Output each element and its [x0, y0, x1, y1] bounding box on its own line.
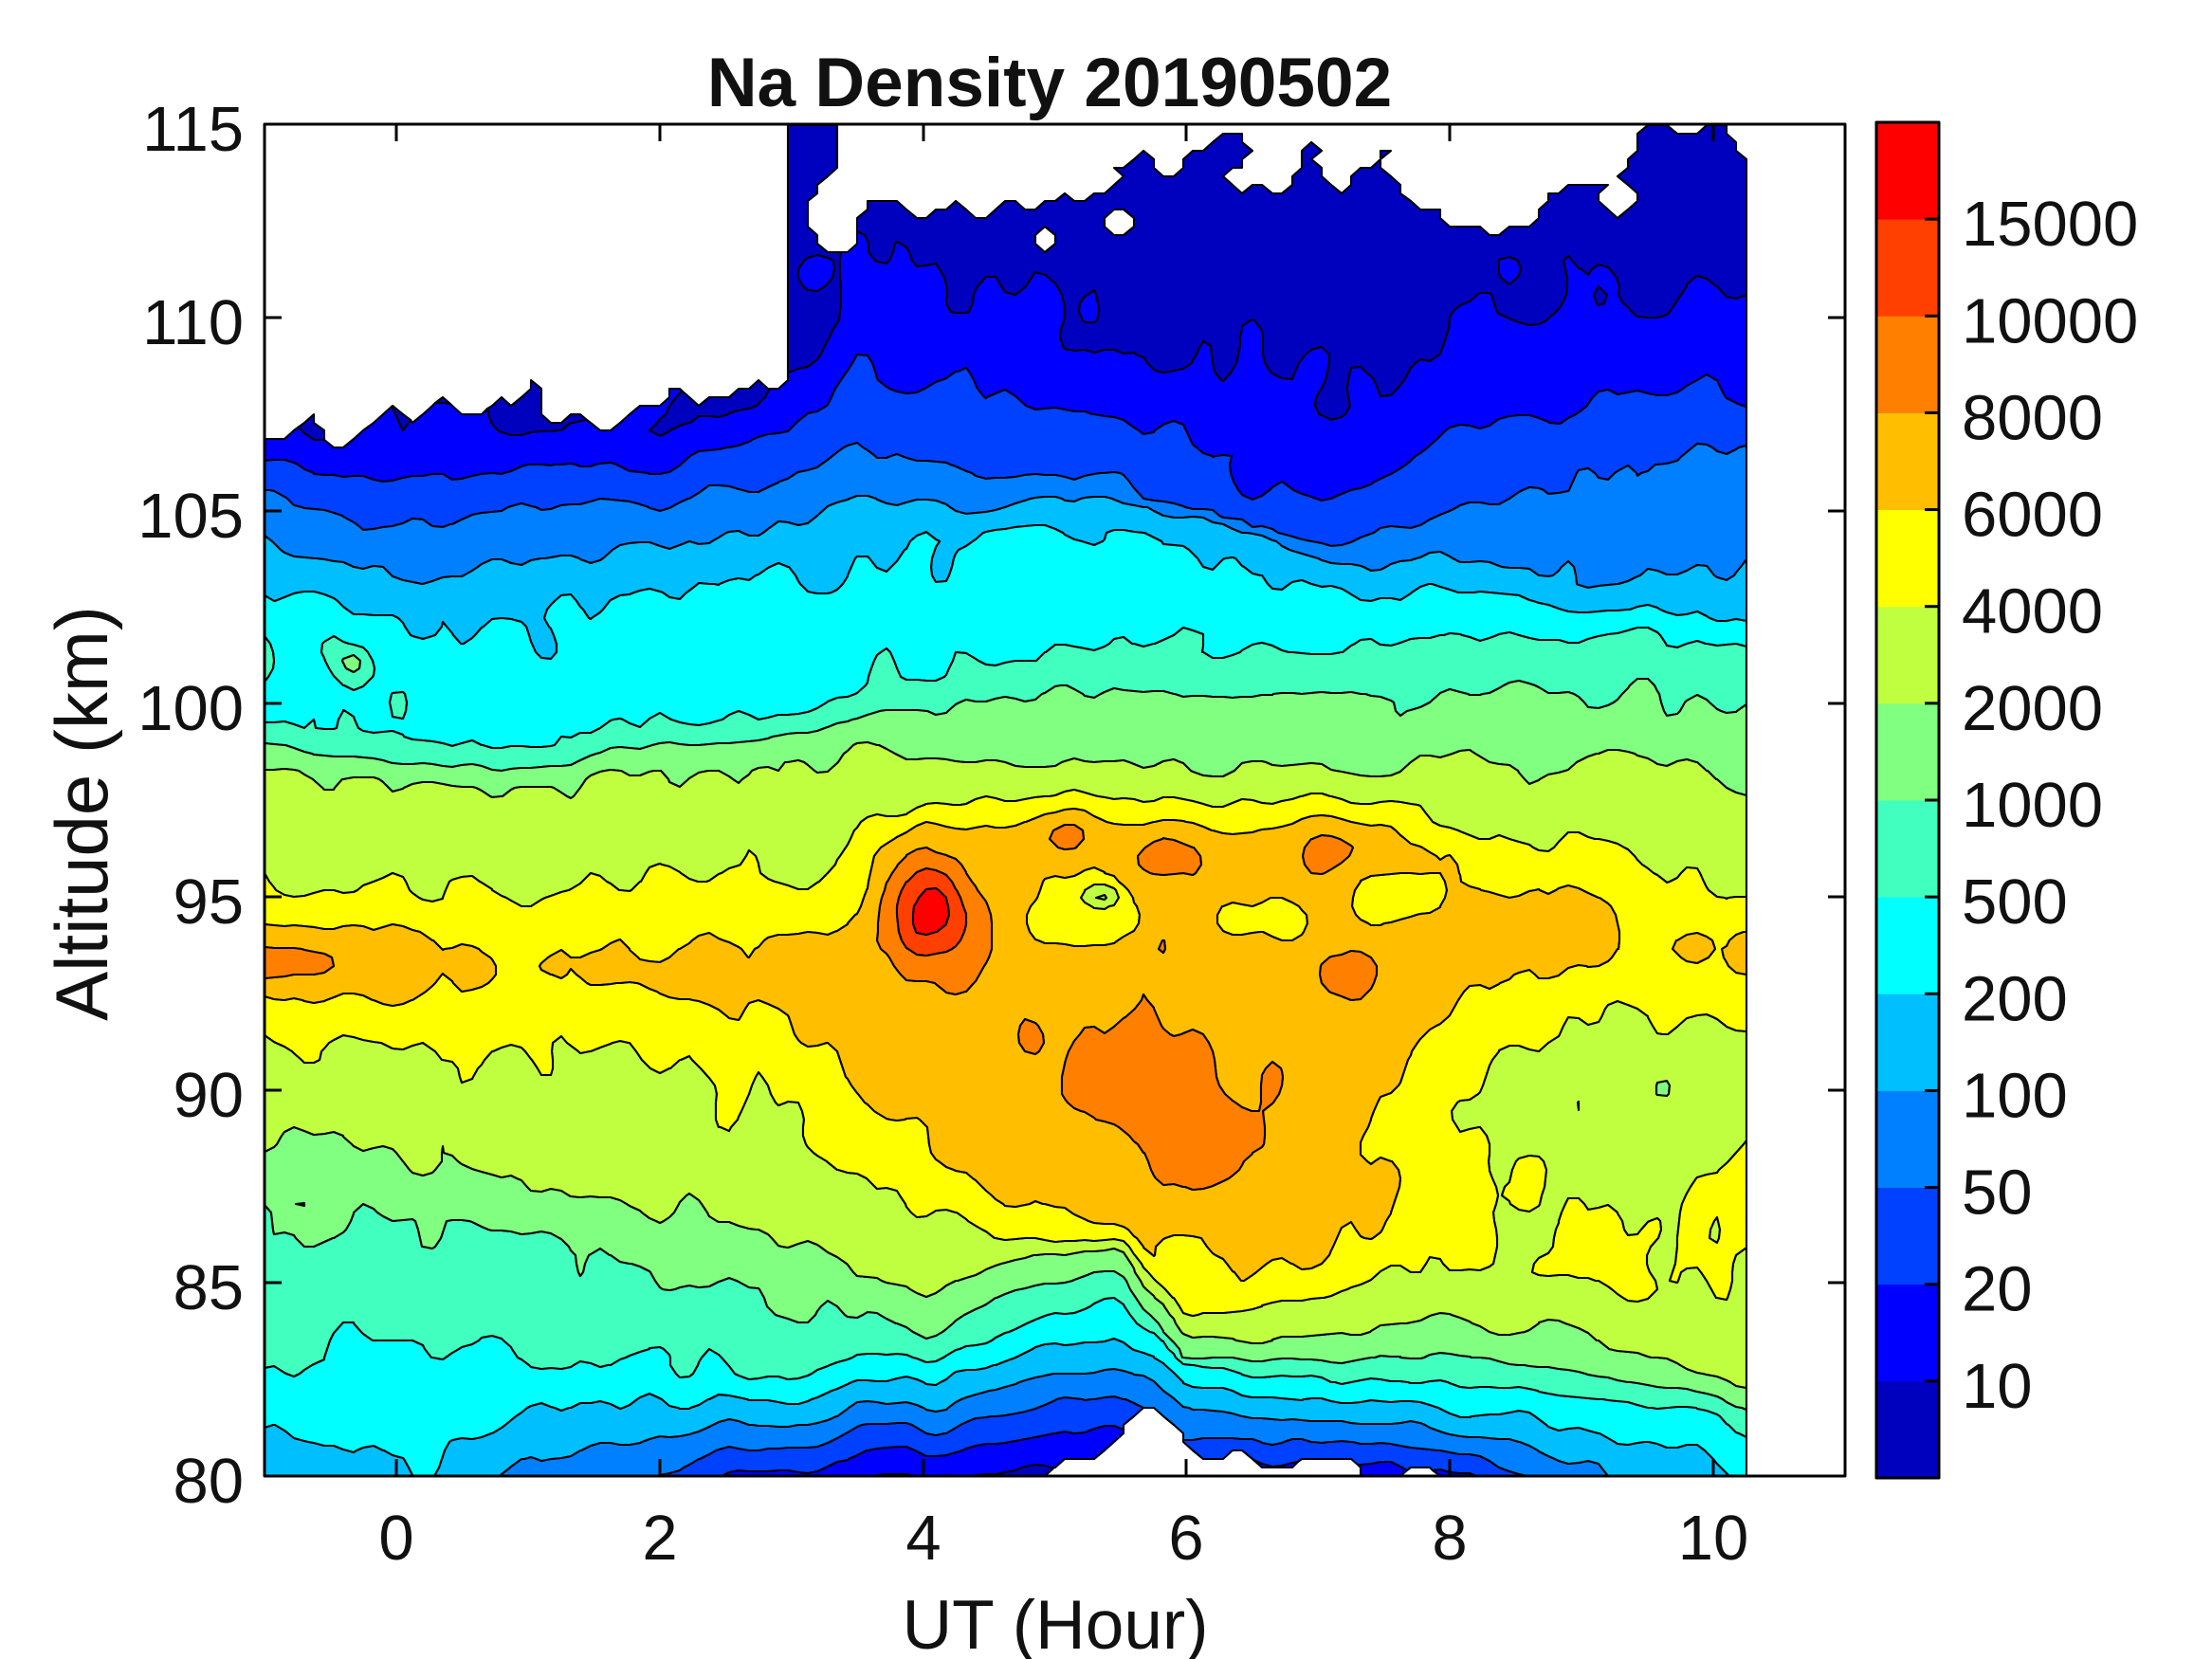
svg-text:90: 90	[173, 1060, 244, 1131]
svg-text:4000: 4000	[1962, 576, 2103, 647]
svg-text:105: 105	[137, 481, 244, 552]
svg-text:Altitude (km): Altitude (km)	[40, 606, 123, 1021]
svg-text:80: 80	[173, 1446, 244, 1517]
svg-text:2000: 2000	[1962, 673, 2103, 744]
svg-text:95: 95	[173, 866, 244, 938]
svg-text:10: 10	[1962, 1351, 2033, 1422]
svg-text:1000: 1000	[1962, 770, 2103, 841]
svg-text:10: 10	[1678, 1503, 1749, 1574]
svg-text:115: 115	[142, 94, 244, 165]
svg-text:0: 0	[378, 1503, 413, 1574]
svg-text:15000: 15000	[1962, 189, 2138, 260]
svg-text:100: 100	[137, 673, 244, 744]
svg-text:6000: 6000	[1962, 480, 2103, 551]
svg-text:20: 20	[1962, 1254, 2033, 1325]
svg-text:100: 100	[1962, 1060, 2068, 1131]
svg-text:8000: 8000	[1962, 382, 2103, 453]
svg-text:8: 8	[1432, 1503, 1467, 1574]
svg-text:500: 500	[1962, 866, 2068, 938]
svg-text:85: 85	[173, 1252, 244, 1323]
svg-text:50: 50	[1962, 1158, 2033, 1229]
svg-text:2: 2	[642, 1503, 677, 1574]
svg-text:4: 4	[905, 1503, 941, 1574]
svg-text:Na Density 20190502: Na Density 20190502	[707, 45, 1392, 121]
svg-text:10000: 10000	[1962, 285, 2138, 356]
svg-text:6: 6	[1168, 1503, 1203, 1574]
svg-text:110: 110	[142, 287, 244, 358]
svg-text:200: 200	[1962, 963, 2068, 1034]
svg-text:UT (Hour): UT (Hour)	[902, 1587, 1208, 1659]
